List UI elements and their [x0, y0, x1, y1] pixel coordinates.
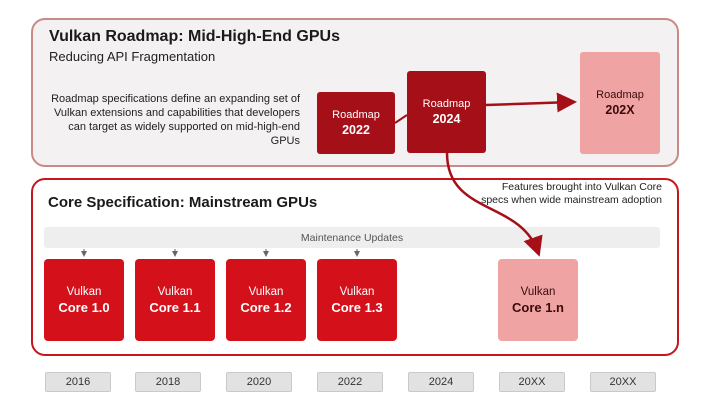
vulkan-core-1-3-box: Vulkan Core 1.3: [317, 259, 397, 341]
roadmap-title: Vulkan Roadmap: Mid-High-End GPUs: [49, 28, 340, 45]
timeline-year: 2018: [135, 372, 201, 392]
roadmap-2022-year: 2022: [342, 123, 370, 137]
core-1-1-version: Core 1.1: [149, 299, 201, 315]
timeline-year: 2020: [226, 372, 292, 392]
timeline-year: 2016: [45, 372, 111, 392]
timeline-year: 20XX: [590, 372, 656, 392]
core-1-0-version: Core 1.0: [58, 299, 110, 315]
core-1-2-version: Core 1.2: [240, 299, 292, 315]
timeline-year: 20XX: [499, 372, 565, 392]
roadmap-2024-label: Roadmap: [422, 98, 471, 110]
arrow-2022-to-2024: [394, 114, 408, 124]
core-1-3-label: Vulkan: [339, 285, 375, 298]
vulkan-core-1-1-box: Vulkan Core 1.1: [135, 259, 215, 341]
core-1-1-label: Vulkan: [157, 285, 193, 298]
vulkan-core-1-2-box: Vulkan Core 1.2: [226, 259, 306, 341]
roadmap-202x-label: Roadmap: [596, 89, 644, 101]
roadmap-subtitle: Reducing API Fragmentation: [49, 49, 216, 64]
roadmap-2024-box: Roadmap 2024: [407, 71, 486, 153]
vulkan-core-1-n-box: Vulkan Core 1.n: [498, 259, 578, 341]
roadmap-2022-box: Roadmap 2022: [317, 92, 395, 154]
vulkan-core-1-0-box: Vulkan Core 1.0: [44, 259, 124, 341]
roadmap-202x-year: 202X: [605, 103, 635, 117]
timeline-year: 2024: [408, 372, 474, 392]
core-1-3-version: Core 1.3: [331, 299, 383, 315]
timeline-year: 2022: [317, 372, 383, 392]
core-1-n-version: Core 1.n: [511, 299, 564, 315]
maintenance-updates-bar: Maintenance Updates: [44, 227, 660, 248]
core-spec-title: Core Specification: Mainstream GPUs: [48, 194, 318, 211]
arrow-2024-to-core-1-n: [445, 152, 543, 257]
roadmap-202x-box: Roadmap 202X: [580, 52, 660, 154]
core-1-n-label: Vulkan: [520, 285, 556, 298]
roadmap-2022-label: Roadmap: [332, 109, 380, 121]
arrow-2024-to-202x: [485, 92, 577, 113]
roadmap-description: Roadmap specifications define an expandi…: [51, 93, 300, 147]
core-1-2-label: Vulkan: [248, 285, 284, 298]
features-note: Features brought into Vulkan Core specs …: [481, 181, 662, 206]
roadmap-2024-year: 2024: [432, 112, 461, 126]
core-1-0-label: Vulkan: [66, 285, 102, 298]
